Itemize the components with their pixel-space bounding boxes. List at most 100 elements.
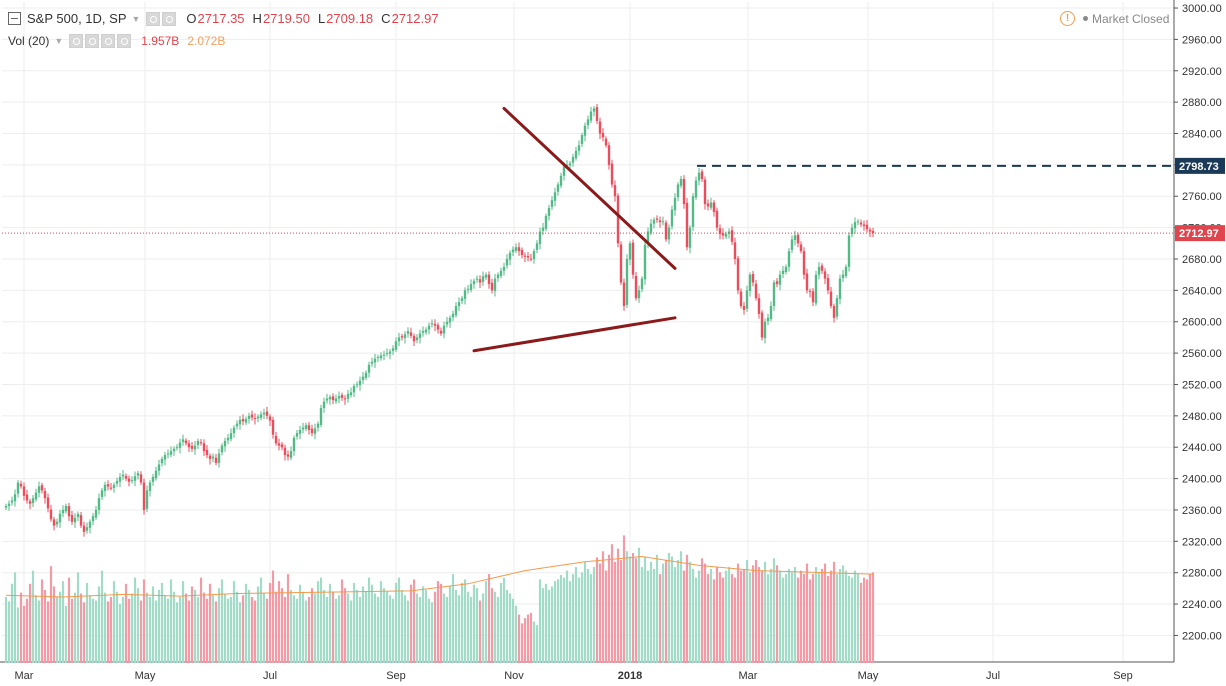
volume-bar xyxy=(868,574,872,663)
candle-body xyxy=(370,361,374,364)
volume-bar xyxy=(613,561,617,663)
settings-icon[interactable] xyxy=(162,11,177,26)
candle-body xyxy=(376,357,380,359)
volume-bar xyxy=(679,551,683,663)
price-axis[interactable]: 3000.002960.002920.002880.002840.002800.… xyxy=(1174,3,1222,642)
volume-bar xyxy=(559,575,563,663)
volume-bar xyxy=(268,582,272,663)
volume-bar xyxy=(358,597,362,663)
volume-indicator-name[interactable]: Vol (20) xyxy=(8,34,50,48)
candle-body xyxy=(844,266,848,276)
volume-bar xyxy=(319,577,323,663)
time-axis[interactable]: Mar May Jul Sep Nov 2018 Mar May Jul Sep xyxy=(15,670,1133,682)
volume-bar xyxy=(829,570,833,663)
chevron-down-icon[interactable]: ▼ xyxy=(54,36,64,46)
volume-bar xyxy=(469,597,473,663)
volume-bar xyxy=(352,582,356,663)
candle-body xyxy=(193,445,197,450)
candle-body xyxy=(781,270,785,275)
warning-icon[interactable]: ! xyxy=(1060,11,1075,26)
volume-bar xyxy=(853,570,857,663)
candle-body xyxy=(550,200,554,207)
candle-body xyxy=(70,514,74,522)
time-tick-label: Sep xyxy=(1113,670,1133,682)
candle-body xyxy=(763,321,767,339)
chevron-down-icon[interactable]: ▼ xyxy=(131,13,141,24)
candle-body xyxy=(679,178,683,186)
volume-bar xyxy=(421,586,425,663)
collapse-icon[interactable] xyxy=(8,12,21,25)
volume-bar xyxy=(586,568,590,663)
candle-body xyxy=(184,440,188,444)
eye-icon[interactable] xyxy=(146,11,161,26)
candle-body xyxy=(310,428,314,434)
time-tick-label: Sep xyxy=(386,670,406,682)
volume-bar xyxy=(178,597,182,663)
candle-body xyxy=(283,447,287,456)
price-tick-label: 2480.00 xyxy=(1182,411,1222,423)
volume-bar xyxy=(130,593,134,663)
volume-bar xyxy=(223,593,227,663)
volume-bar xyxy=(232,581,236,663)
candle-body xyxy=(145,490,149,509)
candle-body xyxy=(592,108,596,112)
volume-bar xyxy=(145,592,149,663)
candle-body xyxy=(616,195,620,244)
candle-body xyxy=(484,274,488,278)
candle-body xyxy=(148,482,152,491)
add-icon[interactable] xyxy=(101,34,116,48)
symbol-name[interactable]: S&P 500, 1D, SP xyxy=(27,11,127,26)
volume-bar xyxy=(370,584,374,663)
candle-body xyxy=(421,331,425,333)
more-icon[interactable] xyxy=(117,34,132,48)
candle-body xyxy=(199,442,203,444)
volume-bar xyxy=(169,579,173,663)
volume-bar xyxy=(367,577,371,663)
volume-bar xyxy=(472,584,476,663)
candle-body xyxy=(37,486,41,493)
candle-body xyxy=(511,249,515,253)
candle-body xyxy=(541,227,545,231)
candle-body xyxy=(337,396,341,399)
candle-body xyxy=(667,227,671,240)
market-status[interactable]: ! Market Closed xyxy=(1060,11,1169,26)
volume-bar xyxy=(487,574,491,663)
candle-body xyxy=(136,473,140,476)
time-tick-label: Jul xyxy=(263,670,277,682)
candle-body xyxy=(166,453,170,455)
volume-bar xyxy=(490,588,494,663)
settings-icon[interactable] xyxy=(85,34,100,48)
candle-body xyxy=(157,464,161,471)
candle-body xyxy=(682,178,686,205)
candle-body xyxy=(382,354,386,356)
candle-body xyxy=(127,478,131,482)
candle-body xyxy=(94,509,98,518)
volume-bar xyxy=(820,568,824,663)
candle-body xyxy=(181,439,185,442)
candle-body xyxy=(322,401,326,408)
volume-bar xyxy=(124,583,128,663)
market-status-text: Market Closed xyxy=(1092,11,1170,26)
volume-bar xyxy=(406,600,410,663)
price-tick-label: 2840.00 xyxy=(1182,129,1222,141)
trendlines[interactable] xyxy=(472,106,677,353)
volume-bar xyxy=(589,574,593,663)
candle-body xyxy=(118,477,122,482)
volume-bar xyxy=(121,597,125,663)
candle-body xyxy=(700,171,704,179)
candle-body xyxy=(706,203,710,207)
volume-bar xyxy=(865,579,869,663)
candle-body xyxy=(703,179,707,205)
volume-bar xyxy=(478,600,482,663)
volume-bar xyxy=(451,574,455,663)
candle-body xyxy=(568,163,572,166)
volume-bar xyxy=(466,591,470,663)
candle-body xyxy=(289,451,293,458)
candle-body xyxy=(103,484,107,491)
volume-bar xyxy=(763,561,767,663)
trendline-upper xyxy=(502,106,677,270)
candle-body xyxy=(232,427,236,434)
candle-body xyxy=(535,243,539,250)
eye-icon[interactable] xyxy=(69,34,84,48)
